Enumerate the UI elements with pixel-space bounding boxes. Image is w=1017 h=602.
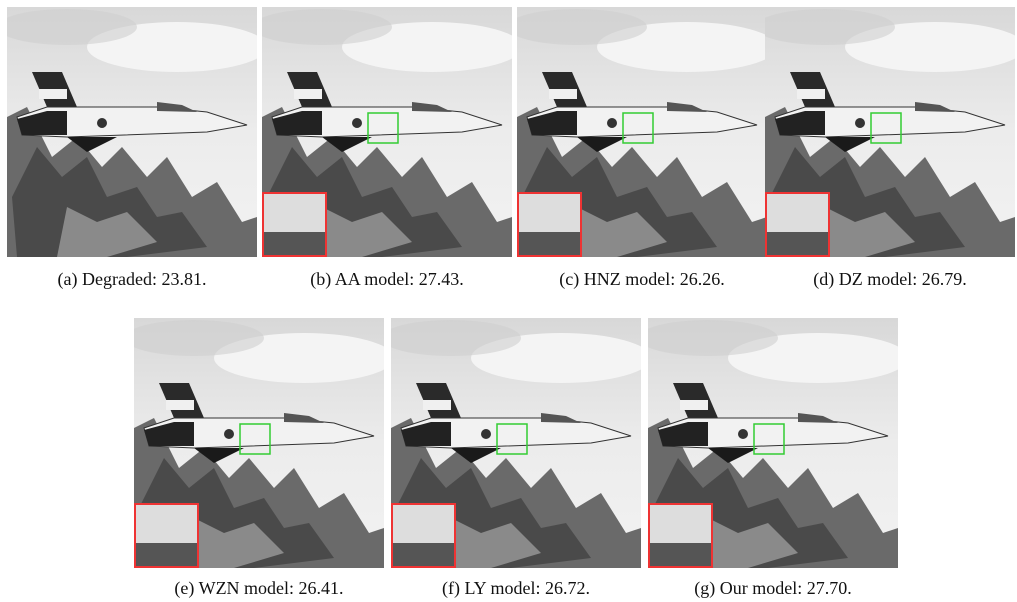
panel: (e) WZN model: 26.41.	[134, 318, 384, 568]
page: (a) Degraded: 23.81. (b) AA model: 27.43…	[0, 0, 1017, 602]
image	[648, 318, 898, 568]
caption: (g) Our model: 27.70.	[623, 578, 923, 599]
image	[134, 318, 384, 568]
caption: (d) DZ model: 26.79.	[740, 269, 1017, 290]
panel: (d) DZ model: 26.79.	[765, 7, 1015, 257]
image	[262, 7, 512, 257]
image	[517, 7, 767, 257]
panel: (a) Degraded: 23.81.	[7, 7, 257, 257]
image	[391, 318, 641, 568]
caption: (f) LY model: 26.72.	[366, 578, 666, 599]
panel: (g) Our model: 27.70.	[648, 318, 898, 568]
panel: (c) HNZ model: 26.26.	[517, 7, 767, 257]
image	[765, 7, 1015, 257]
panel: (b) AA model: 27.43.	[262, 7, 512, 257]
caption: (e) WZN model: 26.41.	[109, 578, 409, 599]
image	[7, 7, 257, 257]
panel: (f) LY model: 26.72.	[391, 318, 641, 568]
